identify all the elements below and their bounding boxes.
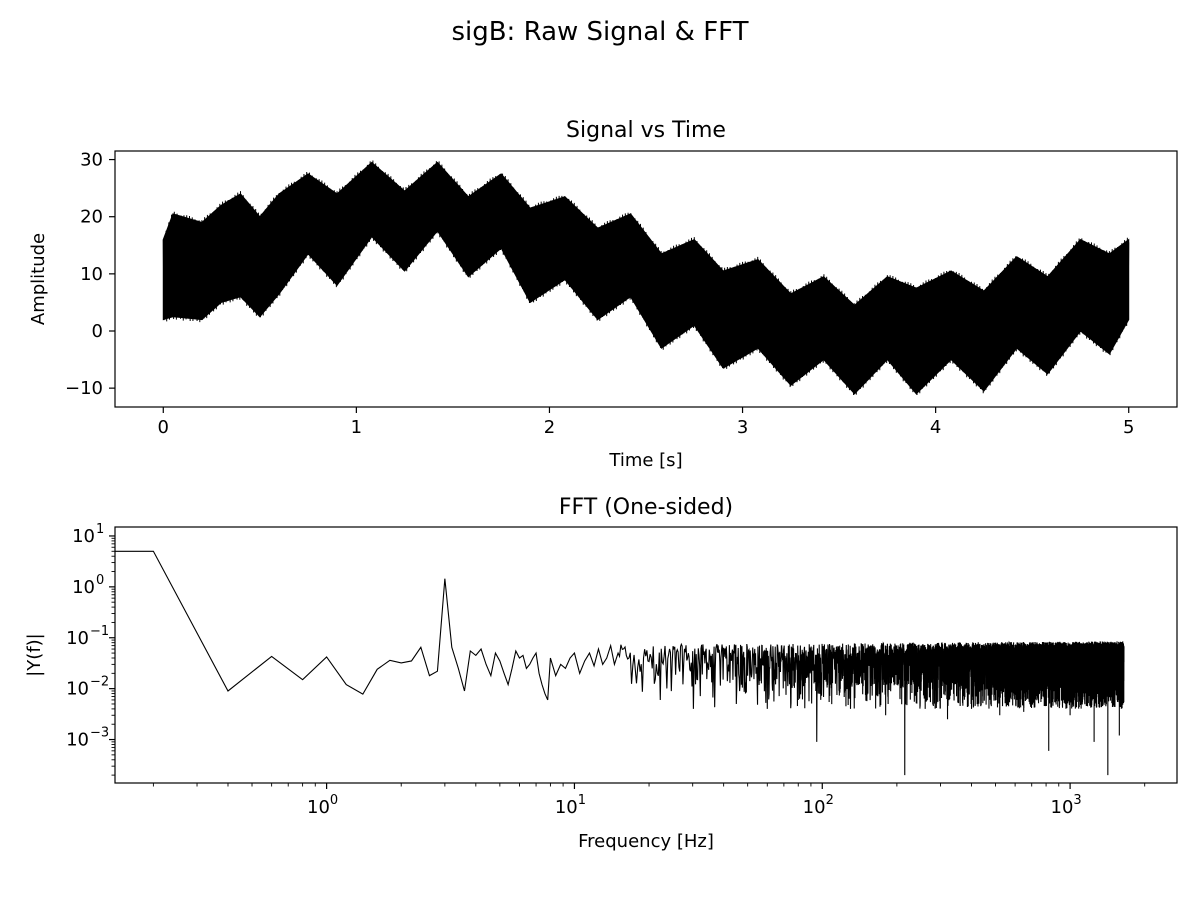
time-plot-area: [162, 160, 1130, 396]
time-x-tick-label: 2: [544, 417, 555, 438]
time-x-axis-label: Time [s]: [608, 450, 682, 471]
time-y-tick-label: 20: [80, 207, 103, 228]
fft-x-axis-label: Frequency [Hz]: [578, 831, 714, 852]
fft-plot-title: FFT (One-sided): [559, 495, 733, 520]
fft-plot-area: [115, 550, 1125, 776]
signal-line: [162, 160, 1130, 396]
time-x-tick-label: 0: [158, 417, 169, 438]
time-y-tick-label: 0: [92, 321, 103, 342]
fft-x-tick-label: 102: [803, 793, 834, 818]
time-x-tick-label: 4: [930, 417, 941, 438]
fft-axes: FFT (One-sided) 100 101 102 103 10−310−210−…: [24, 495, 1178, 852]
fft-line: [115, 550, 1125, 776]
figure-title: sigB: Raw Signal & FFT: [451, 17, 748, 47]
signal-vs-time-axes: Signal vs Time 0 1 2 3 4 5 −10 0 10 20 30 Time [s…: [28, 118, 1178, 471]
time-y-ticks: −10 0 10 20 30: [65, 150, 115, 399]
time-x-ticks: 0 1 2 3 4 5: [158, 407, 1134, 438]
time-y-tick-label: 30: [80, 150, 103, 171]
time-y-tick-label: −10: [65, 378, 103, 399]
fft-plot-frame: [114, 526, 1178, 784]
time-x-tick-label: 3: [737, 417, 748, 438]
time-x-tick-label: 1: [351, 417, 362, 438]
time-plot-title: Signal vs Time: [566, 118, 726, 143]
time-y-tick-label: 10: [80, 264, 103, 285]
time-x-tick-label: 5: [1123, 417, 1134, 438]
fft-y-axis-label: |Y(f)|: [24, 633, 45, 677]
fft-y-tick-label: 10−1: [66, 624, 109, 649]
time-y-axis-label: Amplitude: [28, 233, 49, 325]
time-plot-frame: [114, 150, 1178, 408]
